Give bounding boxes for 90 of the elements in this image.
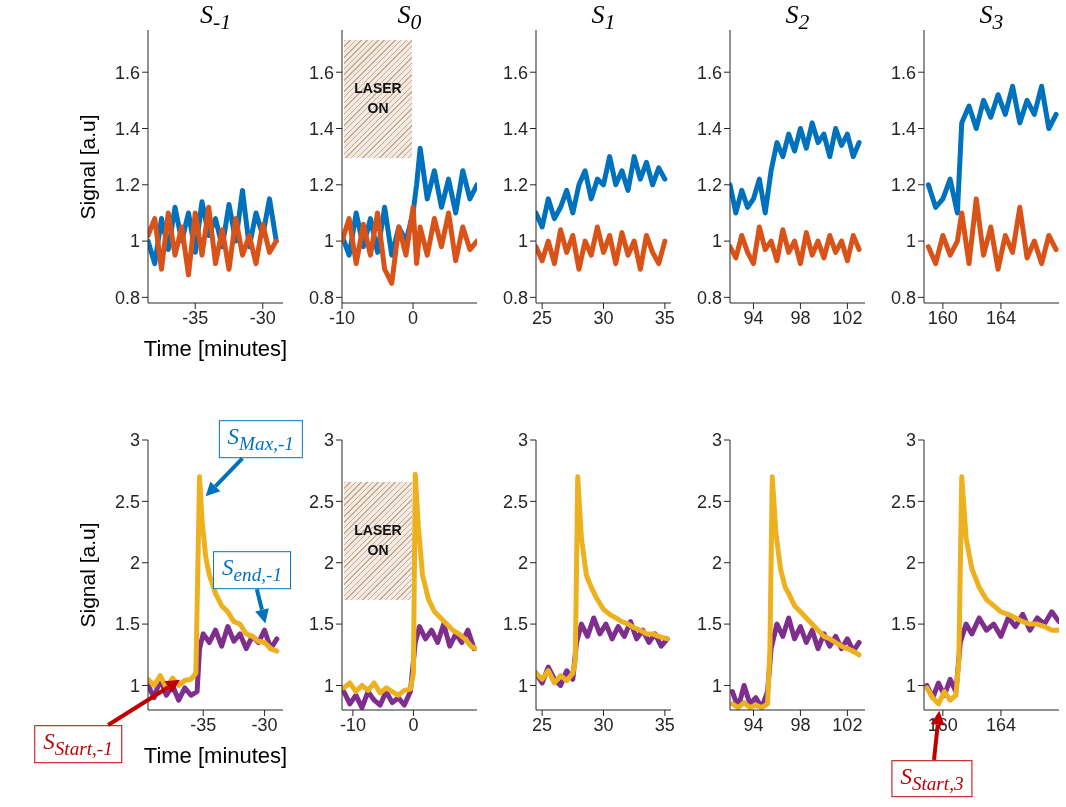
x-tick-label: -30 xyxy=(249,307,276,328)
x-tick-label: -10 xyxy=(339,714,366,735)
x-tick-label: 25 xyxy=(532,714,553,735)
y-tick-label: 1.2 xyxy=(696,175,722,196)
y-tick-label: 2 xyxy=(323,553,334,574)
x-tick-label: 0 xyxy=(408,307,419,328)
y-tick-label: 1.4 xyxy=(114,118,140,139)
chart-title: S$_{1}$ xyxy=(590,0,617,36)
y-tick-label: 1.4 xyxy=(890,118,916,139)
y-tick-label: 1 xyxy=(517,675,528,696)
y-axis-title: Signal [a.u] xyxy=(76,113,100,220)
y-tick-label: 1 xyxy=(905,675,916,696)
x-tick-label: 102 xyxy=(832,307,863,328)
y-tick-label: 1.4 xyxy=(502,118,528,139)
x-tick-label: 35 xyxy=(654,714,675,735)
x-tick-label: 0 xyxy=(408,714,419,735)
x-axis-title: Time [minutes] xyxy=(143,743,288,768)
y-tick-label: 3 xyxy=(517,430,528,451)
x-tick-label: -10 xyxy=(328,307,356,328)
y-tick-label: 1.5 xyxy=(696,614,722,635)
y-tick-label: 1.5 xyxy=(890,614,916,635)
y-tick-label: 2 xyxy=(905,553,916,574)
y-tick-label: 0.8 xyxy=(114,287,140,308)
x-tick-label: 164 xyxy=(985,714,1016,735)
y-tick-label: 1.6 xyxy=(502,62,528,83)
y-tick-label: 1 xyxy=(711,231,722,252)
y-tick-label: 1.2 xyxy=(114,175,140,196)
y-tick-label: 1.6 xyxy=(114,62,140,83)
y-tick-label: 2.5 xyxy=(696,491,722,512)
x-tick-label: 160 xyxy=(927,307,958,328)
y-tick-label: 2.5 xyxy=(114,491,140,512)
chart-title: S$_{-1}$ xyxy=(198,0,232,36)
chart-title: S$_{3}$ xyxy=(978,0,1005,36)
y-tick-label: 1.2 xyxy=(308,175,334,196)
y-tick-label: 1 xyxy=(129,231,140,252)
y-tick-label: 3 xyxy=(711,430,722,451)
annotation: LASER ON xyxy=(353,521,403,560)
y-tick-label: 1.6 xyxy=(308,62,334,83)
y-tick-label: 1 xyxy=(323,675,334,696)
y-tick-label: 3 xyxy=(129,430,140,451)
y-tick-label: 0.8 xyxy=(696,287,722,308)
y-tick-label: 1.5 xyxy=(502,614,528,635)
x-axis-title: Time [minutes] xyxy=(142,336,289,362)
x-tick-label: 30 xyxy=(593,307,614,328)
y-tick-label: 1.2 xyxy=(502,175,528,196)
y-tick-label: 1.4 xyxy=(696,118,722,139)
y-tick-label: 3 xyxy=(905,430,916,451)
y-tick-label: 1 xyxy=(905,231,916,252)
x-tick-label: 30 xyxy=(593,714,614,735)
annotation: S$_{Max,-1}$ xyxy=(218,420,303,459)
y-tick-label: 1 xyxy=(323,231,334,252)
y-tick-label: 1.2 xyxy=(890,175,916,196)
y-tick-label: 2.5 xyxy=(890,491,916,512)
x-tick-label: 98 xyxy=(790,307,811,328)
y-tick-label: 2 xyxy=(129,553,140,574)
y-tick-label: 2.5 xyxy=(502,491,528,512)
x-tick-label: -30 xyxy=(251,714,278,735)
y-tick-label: 3 xyxy=(323,430,334,451)
x-tick-label: 164 xyxy=(985,307,1016,328)
x-tick-label: 94 xyxy=(743,307,764,328)
y-tick-label: 1.4 xyxy=(308,118,334,139)
y-tick-label: 1.5 xyxy=(114,614,140,635)
x-tick-label: -35 xyxy=(190,714,217,735)
x-tick-label: 98 xyxy=(790,714,811,735)
y-tick-label: 0.8 xyxy=(890,287,916,308)
x-tick-label: 94 xyxy=(743,714,764,735)
y-tick-label: 0.8 xyxy=(502,287,528,308)
y-tick-label: 2.5 xyxy=(308,491,334,512)
chart-title: S$_{2}$ xyxy=(784,0,811,36)
text: S$_{Start,-1}$ xyxy=(34,725,122,763)
chart-title: S$_{0}$ xyxy=(396,0,423,36)
x-tick-label: 102 xyxy=(832,714,863,735)
annotation: S$_{end,-1}$ xyxy=(213,551,291,590)
y-tick-label: 1 xyxy=(711,675,722,696)
x-tick-label: 35 xyxy=(654,307,675,328)
y-tick-label: 0.8 xyxy=(308,287,334,308)
y-tick-label: 2 xyxy=(517,553,528,574)
y-tick-label: 1 xyxy=(129,675,140,696)
hatched-box: LASER ON xyxy=(344,482,412,600)
x-tick-label: -35 xyxy=(182,307,209,328)
y-axis-title: Signal [a.u] xyxy=(76,522,100,628)
y-tick-label: 2 xyxy=(711,553,722,574)
y-tick-label: 1.6 xyxy=(890,62,916,83)
hatched-box: LASER ON xyxy=(344,40,412,158)
x-tick-label: 25 xyxy=(532,307,553,328)
annotation: LASER ON xyxy=(353,79,403,118)
y-tick-label: 1 xyxy=(517,231,528,252)
y-tick-label: 1.5 xyxy=(308,614,334,635)
y-tick-label: 1.6 xyxy=(696,62,722,83)
annotation: S$_{Start,3}$ xyxy=(891,760,973,798)
